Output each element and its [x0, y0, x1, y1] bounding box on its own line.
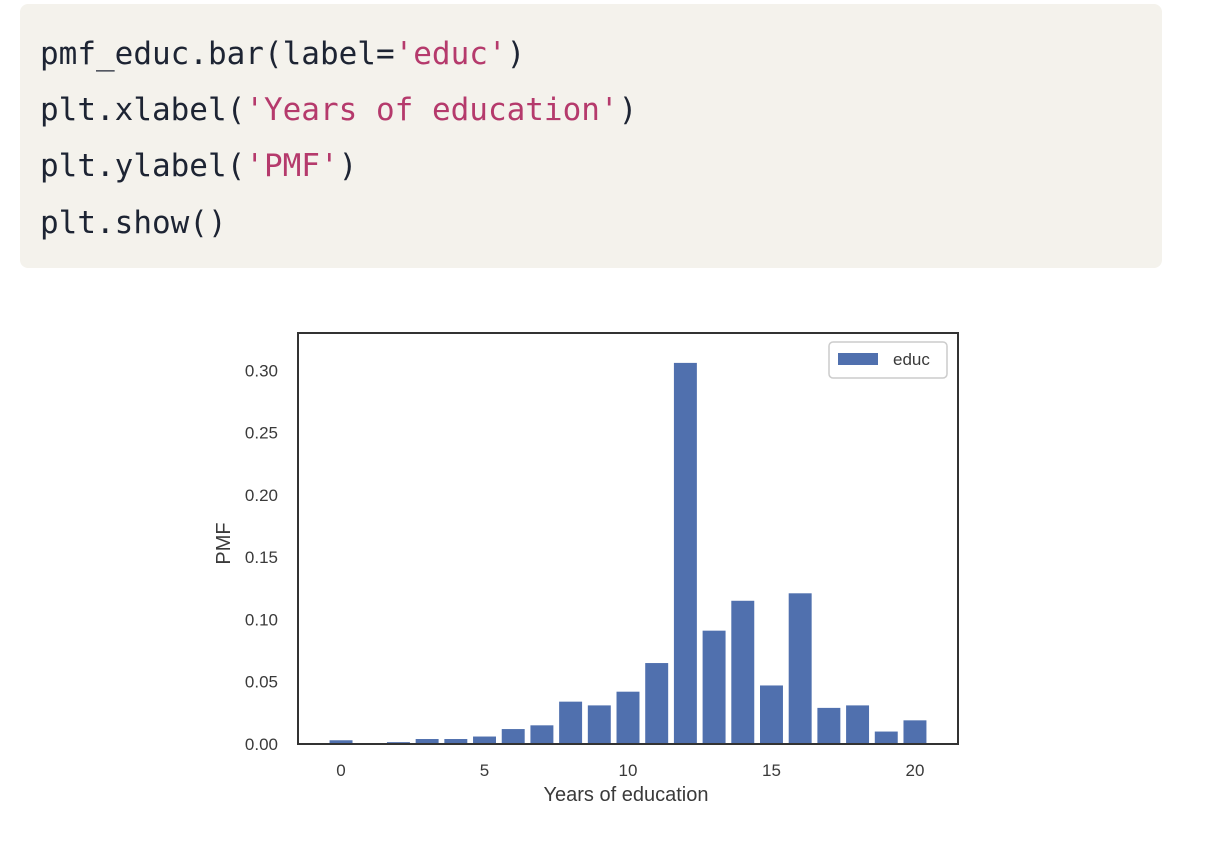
code-token: plt.show(): [40, 205, 227, 241]
code-line: plt.xlabel('Years of education'): [40, 90, 637, 130]
bar: [817, 707, 841, 744]
legend-box: [828, 341, 948, 379]
bar: [559, 701, 583, 744]
y-tick-label: 0.05: [245, 673, 278, 692]
code-line: plt.show(): [40, 203, 227, 243]
plot-frame: [297, 332, 959, 745]
bar: [587, 705, 611, 744]
bar: [760, 685, 783, 744]
bar: [444, 739, 468, 744]
bar: [673, 362, 697, 744]
legend-label: educ: [893, 350, 930, 369]
legend-swatch: [838, 353, 878, 365]
y-tick-label: 0.20: [245, 486, 278, 505]
bar: [530, 725, 554, 744]
code-string-token: 'educ': [394, 36, 507, 72]
y-tick-label: 0.30: [245, 361, 278, 380]
x-tick-label: 10: [619, 761, 638, 780]
bar: [846, 705, 870, 744]
code-token: ): [506, 36, 526, 72]
code-string-token: 'PMF': [245, 148, 339, 184]
code-cell: pmf_educ.bar(label='educ') plt.xlabel('Ye…: [20, 4, 1162, 268]
x-tick-label: 15: [762, 761, 781, 780]
bar: [415, 739, 439, 744]
code-string-token: 'Years of education': [245, 92, 619, 128]
x-tick-label: 0: [336, 761, 345, 780]
y-tick-label: 0.00: [245, 735, 278, 754]
y-axis-label: PMF: [213, 522, 235, 564]
bar: [788, 593, 812, 744]
code-token: pmf_educ.bar(label=: [40, 36, 395, 72]
bar: [329, 740, 353, 744]
code-line: pmf_educ.bar(label='educ'): [40, 34, 525, 74]
bar: [645, 663, 669, 744]
x-tick-label: 5: [480, 761, 489, 780]
bar: [473, 736, 496, 744]
code-token: ): [338, 148, 358, 184]
code-token: plt.xlabel(: [40, 92, 246, 128]
y-tick-label: 0.15: [245, 548, 278, 567]
bar: [616, 691, 640, 744]
bar: [702, 630, 726, 744]
y-tick-label: 0.25: [245, 424, 278, 443]
code-line: plt.ylabel('PMF'): [40, 146, 357, 186]
bar: [731, 600, 755, 744]
bar: [903, 720, 927, 744]
bar: [874, 731, 898, 744]
x-tick-label: 20: [905, 761, 924, 780]
x-axis-label: Years of education: [544, 784, 709, 806]
code-token: plt.ylabel(: [40, 148, 246, 184]
bar: [501, 729, 525, 744]
y-tick-label: 0.10: [245, 610, 278, 629]
code-token: ): [618, 92, 638, 128]
